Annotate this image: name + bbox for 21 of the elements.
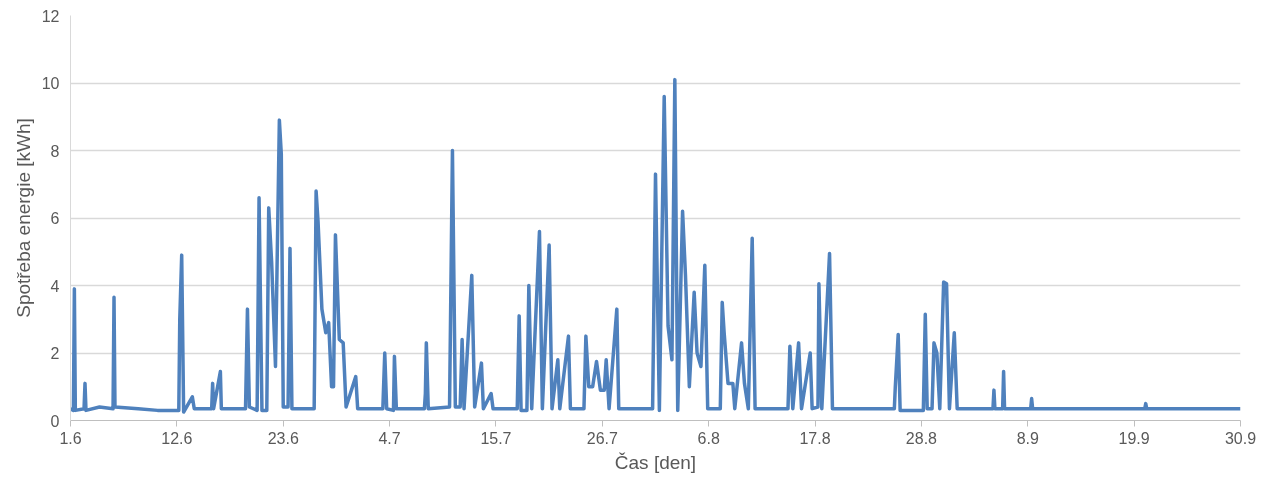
x-axis-title: Čas [den] xyxy=(614,451,697,473)
y-tick-label: 8 xyxy=(50,142,60,160)
y-tick-label: 4 xyxy=(50,277,60,295)
x-tick-label: 12.6 xyxy=(161,429,193,447)
x-tick-label: 30.9 xyxy=(1224,429,1257,447)
x-tick-label: 1.6 xyxy=(59,429,82,447)
x-tick-label: 15.7 xyxy=(480,429,512,447)
x-tick-label: 28.8 xyxy=(905,429,938,447)
y-tick-label: 12 xyxy=(41,7,60,25)
x-tick-label: 6.8 xyxy=(697,429,720,447)
y-axis-title: Spotřeba energie [kWh] xyxy=(12,118,34,318)
x-tick-label: 17.8 xyxy=(799,429,831,447)
x-tick-label: 26.7 xyxy=(586,429,618,447)
y-tick-label: 10 xyxy=(41,75,60,92)
y-tick-label: 2 xyxy=(50,345,60,362)
y-tick-label: 6 xyxy=(50,210,60,227)
y-tick-label: 0 xyxy=(50,412,60,430)
x-tick-label: 4.7 xyxy=(378,429,401,447)
x-tick-label: 23.6 xyxy=(267,429,299,447)
x-tick-label: 8.9 xyxy=(1016,429,1039,447)
x-tick-label: 19.9 xyxy=(1118,429,1150,447)
